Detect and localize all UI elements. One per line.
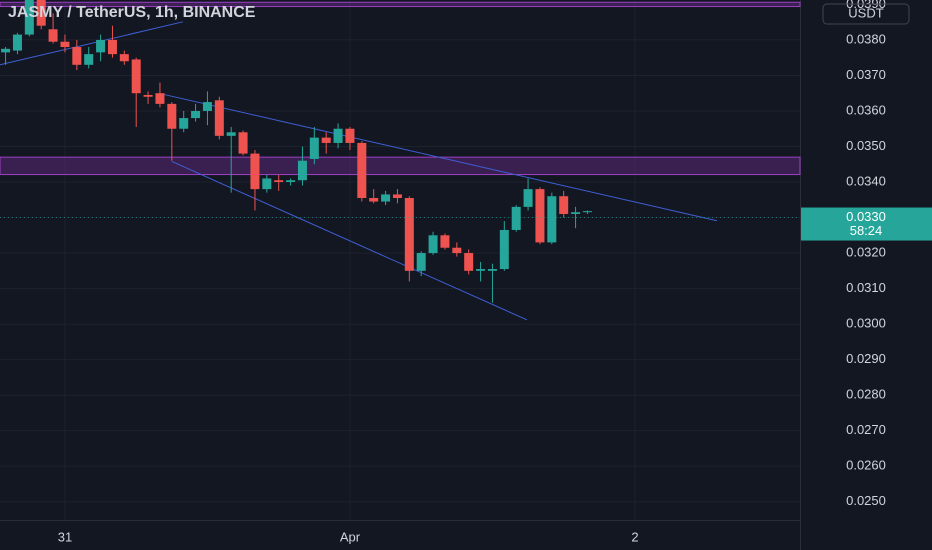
candle-body bbox=[523, 189, 533, 207]
candle-body bbox=[286, 180, 296, 183]
y-tick-label: 0.0350 bbox=[846, 138, 886, 153]
candle-body bbox=[357, 142, 367, 198]
y-tick-label: 0.0280 bbox=[846, 387, 886, 402]
y-tick-label: 0.0380 bbox=[846, 31, 886, 46]
candle-body bbox=[274, 180, 284, 183]
candle-body bbox=[36, 0, 46, 26]
candle-body bbox=[416, 253, 426, 271]
candle-body bbox=[24, 0, 34, 35]
candle-body bbox=[392, 194, 402, 198]
candle-body bbox=[428, 235, 438, 254]
x-tick-label: 2 bbox=[631, 529, 638, 544]
zone bbox=[0, 156, 801, 176]
last-price-label: 0.0330 bbox=[846, 209, 886, 224]
candle-body bbox=[1, 48, 11, 53]
candle-body bbox=[511, 206, 521, 230]
candle-body bbox=[262, 178, 272, 190]
candle-body bbox=[559, 196, 569, 214]
candle-body bbox=[582, 211, 592, 213]
candle-body bbox=[167, 103, 177, 129]
candle-body bbox=[12, 34, 22, 51]
x-tick-label: 31 bbox=[58, 529, 72, 544]
y-tick-label: 0.0370 bbox=[846, 67, 886, 82]
currency-box[interactable] bbox=[822, 3, 910, 25]
candle-body bbox=[440, 235, 450, 248]
candle-body bbox=[547, 196, 557, 243]
candle-body bbox=[72, 47, 82, 65]
last-price-box bbox=[801, 207, 932, 241]
candle-body bbox=[131, 59, 141, 94]
candle-body bbox=[381, 194, 391, 202]
y-tick-label: 0.0300 bbox=[846, 316, 886, 331]
candle-body bbox=[107, 39, 117, 55]
countdown: 58:24 bbox=[850, 223, 883, 238]
trend-line bbox=[159, 93, 717, 222]
candle-body bbox=[119, 54, 129, 62]
y-tick-label: 0.0320 bbox=[846, 244, 886, 259]
candle-body bbox=[487, 269, 497, 271]
candle-body bbox=[535, 189, 545, 243]
candle-body bbox=[321, 137, 331, 143]
candle-body bbox=[499, 229, 509, 270]
candle-body bbox=[214, 100, 224, 136]
y-tick-label: 0.0390 bbox=[846, 0, 886, 11]
candle-body bbox=[191, 110, 201, 119]
candle-body bbox=[202, 102, 212, 111]
currency[interactable]: USDT bbox=[848, 5, 883, 20]
candle-body bbox=[345, 128, 355, 143]
trend-line bbox=[0, 21, 183, 66]
candle-body bbox=[84, 54, 94, 65]
candle-body bbox=[143, 94, 153, 97]
y-tick-label: 0.0250 bbox=[846, 493, 886, 508]
candle-body bbox=[155, 93, 165, 104]
x-tick-label: Apr bbox=[340, 529, 361, 544]
candle-body bbox=[464, 253, 474, 271]
candle-body bbox=[476, 269, 486, 271]
candle-body bbox=[48, 29, 58, 42]
candle-body bbox=[226, 132, 236, 136]
y-tick-label: 0.0260 bbox=[846, 458, 886, 473]
candle-body bbox=[369, 197, 379, 202]
y-tick-label: 0.0340 bbox=[846, 173, 886, 188]
candle-body bbox=[571, 212, 581, 214]
candle-body bbox=[96, 39, 106, 53]
candle-body bbox=[404, 197, 414, 271]
candle-body bbox=[238, 132, 248, 154]
zone bbox=[0, 1, 801, 8]
y-tick-label: 0.0310 bbox=[846, 280, 886, 295]
candle-body bbox=[179, 118, 189, 129]
y-tick-label: 0.0290 bbox=[846, 351, 886, 366]
candle-body bbox=[309, 137, 319, 159]
candle-body bbox=[452, 247, 462, 254]
candle-body bbox=[333, 128, 343, 143]
candle-body bbox=[250, 153, 260, 190]
y-tick-label: 0.0270 bbox=[846, 422, 886, 437]
chart-title: JASMY / TetherUS, 1h, BINANCE bbox=[8, 4, 256, 21]
candle-body bbox=[60, 41, 70, 48]
y-tick-label: 0.0360 bbox=[846, 102, 886, 117]
candle-body bbox=[297, 160, 307, 181]
